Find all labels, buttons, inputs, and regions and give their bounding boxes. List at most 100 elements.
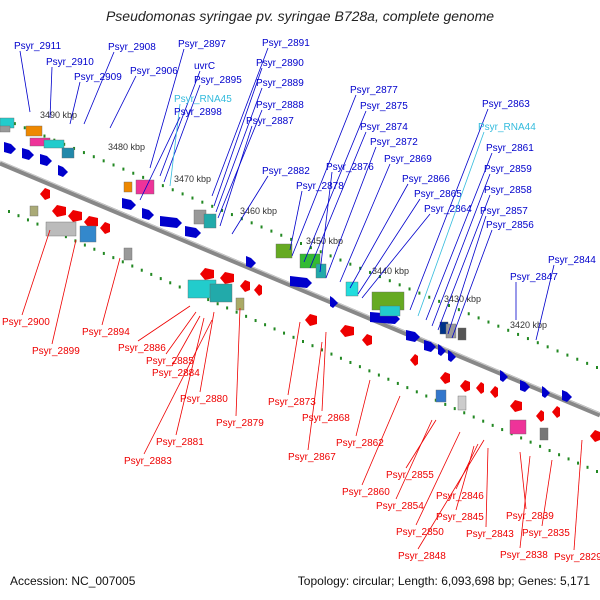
tick-mark xyxy=(428,295,431,299)
gene-label: Psyr_2889 xyxy=(256,78,304,89)
tick-mark xyxy=(121,260,124,264)
reverse-gene-arrow xyxy=(510,400,522,412)
label-leader-line xyxy=(149,48,185,169)
tick-mark xyxy=(122,167,125,171)
reverse-gene-arrow xyxy=(52,205,66,217)
tick-mark xyxy=(169,281,172,285)
tick-mark xyxy=(83,243,86,247)
label-leader-line xyxy=(409,108,489,311)
gene-label: Psyr_2854 xyxy=(376,501,424,512)
tick-mark xyxy=(339,356,342,360)
forward-gene-arrow xyxy=(406,330,420,342)
gene-label: Psyr_2863 xyxy=(482,99,530,110)
gene-label: Psyr_2865 xyxy=(414,189,462,200)
gene-label: Psyr_2909 xyxy=(74,72,122,83)
kbp-scale-label: 3480 kbp xyxy=(108,142,145,152)
tick-mark xyxy=(566,353,569,357)
forward-gene-arrow xyxy=(330,296,338,308)
tick-mark xyxy=(418,291,421,295)
tick-mark xyxy=(472,415,475,419)
gene-label: Psyr_2857 xyxy=(480,206,528,217)
gene-label: Psyr_2886 xyxy=(118,343,166,354)
tick-mark xyxy=(529,440,532,444)
tick-mark xyxy=(408,287,411,291)
tick-mark xyxy=(520,436,523,440)
label-leader-line xyxy=(573,439,583,551)
tick-mark xyxy=(181,192,184,196)
forward-gene-arrow xyxy=(542,386,550,398)
tick-mark xyxy=(319,250,322,254)
label-leader-line xyxy=(319,171,333,273)
gene-label: Psyr_2908 xyxy=(108,42,156,53)
tick-mark xyxy=(292,335,295,339)
gene-label: Psyr_2861 xyxy=(486,143,534,154)
reverse-gene-arrow xyxy=(40,188,50,200)
label-leader-line xyxy=(417,439,485,550)
label-leader-line xyxy=(437,194,491,331)
annotation-block xyxy=(25,125,43,137)
label-leader-line xyxy=(175,317,205,436)
forward-gene-arrow xyxy=(562,390,572,402)
forward-gene-arrow xyxy=(500,370,508,382)
annotation-block xyxy=(203,213,217,229)
forward-gene-arrow xyxy=(40,154,52,166)
tick-mark xyxy=(567,457,570,461)
gene-label: Psyr_2858 xyxy=(484,185,532,196)
label-leader-line xyxy=(339,163,391,283)
label-leader-line xyxy=(357,198,421,295)
tick-mark xyxy=(378,275,381,279)
reverse-gene-arrow xyxy=(254,284,262,296)
label-leader-line xyxy=(169,103,181,187)
tick-mark xyxy=(448,304,450,307)
annotation-block xyxy=(457,395,467,411)
gene-label: Psyr_2911 xyxy=(14,41,62,52)
label-leader-line xyxy=(163,84,201,183)
tick-mark xyxy=(444,402,447,406)
tick-mark xyxy=(140,268,143,272)
tick-mark xyxy=(102,251,105,255)
annotation-block xyxy=(509,419,527,435)
label-leader-line xyxy=(235,307,241,417)
tick-mark xyxy=(93,247,96,251)
tick-mark xyxy=(191,196,194,200)
gene-label: Psyr_2869 xyxy=(384,154,432,165)
tick-mark xyxy=(17,214,20,218)
tick-mark xyxy=(415,390,418,394)
label-leader-line xyxy=(69,81,81,125)
gene-label: Psyr_2868 xyxy=(302,413,350,424)
kbp-scale-label: 3470 kbp xyxy=(174,174,211,184)
tick-mark xyxy=(586,465,589,469)
label-leader-line xyxy=(219,125,253,227)
label-leader-line xyxy=(139,116,181,201)
label-leader-line xyxy=(541,459,553,527)
tick-mark xyxy=(64,235,67,239)
kbp-scale-label: 3420 kbp xyxy=(510,320,547,330)
gene-label: Psyr_2881 xyxy=(156,437,204,448)
kbp-scale-label: 3460 kbp xyxy=(240,206,277,216)
gene-label: Psyr_2845 xyxy=(436,512,484,523)
label-leader-line xyxy=(287,321,301,396)
reverse-gene-arrow xyxy=(476,382,484,394)
tick-mark xyxy=(216,302,219,306)
gene-label: Psyr_2862 xyxy=(336,438,384,449)
gene-label: Psyr_2847 xyxy=(510,272,558,283)
reverse-gene-arrow xyxy=(100,222,110,234)
label-leader-line xyxy=(349,183,409,289)
gene-label: Psyr_RNA45 xyxy=(174,94,232,105)
gene-label: Psyr_2860 xyxy=(342,487,390,498)
gene-label: Psyr_2900 xyxy=(2,317,50,328)
annotation-block xyxy=(345,281,359,297)
gene-label: Psyr_2866 xyxy=(402,174,450,185)
gene-label: Psyr_2867 xyxy=(288,452,336,463)
forward-gene-arrow xyxy=(58,165,68,177)
gene-label: Psyr_2876 xyxy=(326,162,374,173)
tick-mark xyxy=(453,407,456,411)
tick-mark xyxy=(330,352,333,356)
tick-mark xyxy=(221,208,224,212)
tick-mark xyxy=(398,283,401,287)
tick-mark xyxy=(576,357,579,361)
tick-mark xyxy=(254,319,257,323)
tick-mark xyxy=(507,328,510,332)
forward-gene-arrow xyxy=(424,340,436,352)
tick-mark xyxy=(377,373,380,377)
